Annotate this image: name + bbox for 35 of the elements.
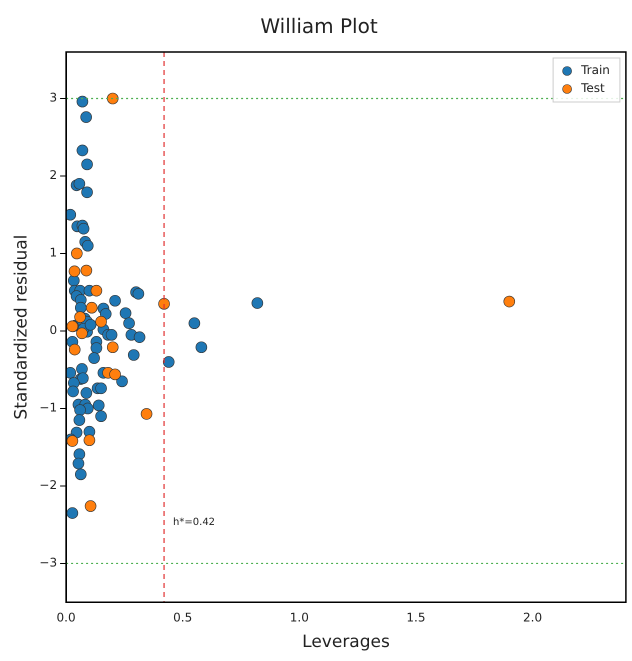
chart-title: William Plot bbox=[260, 14, 378, 38]
point bbox=[90, 284, 102, 296]
point bbox=[68, 266, 80, 278]
point bbox=[84, 434, 96, 446]
x-tick-label: 2.0 bbox=[523, 610, 542, 625]
point bbox=[95, 316, 107, 328]
point bbox=[76, 328, 88, 340]
y-axis-title: Standardized residual bbox=[12, 234, 32, 420]
y-tick-label: 1 bbox=[49, 246, 58, 260]
x-tick-label: 1.0 bbox=[290, 610, 309, 625]
x-tick-label: 0.0 bbox=[56, 610, 76, 625]
point bbox=[158, 298, 170, 310]
ref-line-label: h*=0.42 bbox=[173, 517, 216, 528]
point bbox=[84, 500, 96, 512]
y-tick-label: 2 bbox=[49, 168, 58, 182]
x-tick-label: 1.5 bbox=[406, 610, 426, 625]
legend-label: Test bbox=[580, 81, 606, 96]
point bbox=[74, 311, 86, 323]
legend-label: Train bbox=[580, 63, 610, 78]
point bbox=[71, 248, 83, 260]
point bbox=[86, 302, 98, 314]
y-tick-label: −3 bbox=[39, 556, 58, 570]
point bbox=[68, 344, 81, 356]
y-tick-label: −2 bbox=[39, 478, 58, 492]
point bbox=[140, 408, 152, 420]
y-tick-label: −1 bbox=[39, 400, 58, 415]
x-axis-title: Leverages bbox=[302, 632, 390, 652]
y-tick-label: 0 bbox=[49, 323, 58, 338]
point bbox=[106, 341, 119, 354]
x-tick-label: 0.5 bbox=[173, 610, 192, 625]
point bbox=[106, 92, 119, 104]
point bbox=[109, 368, 121, 380]
point bbox=[80, 264, 92, 276]
point bbox=[503, 296, 516, 308]
y-tick-label: 3 bbox=[49, 90, 58, 105]
